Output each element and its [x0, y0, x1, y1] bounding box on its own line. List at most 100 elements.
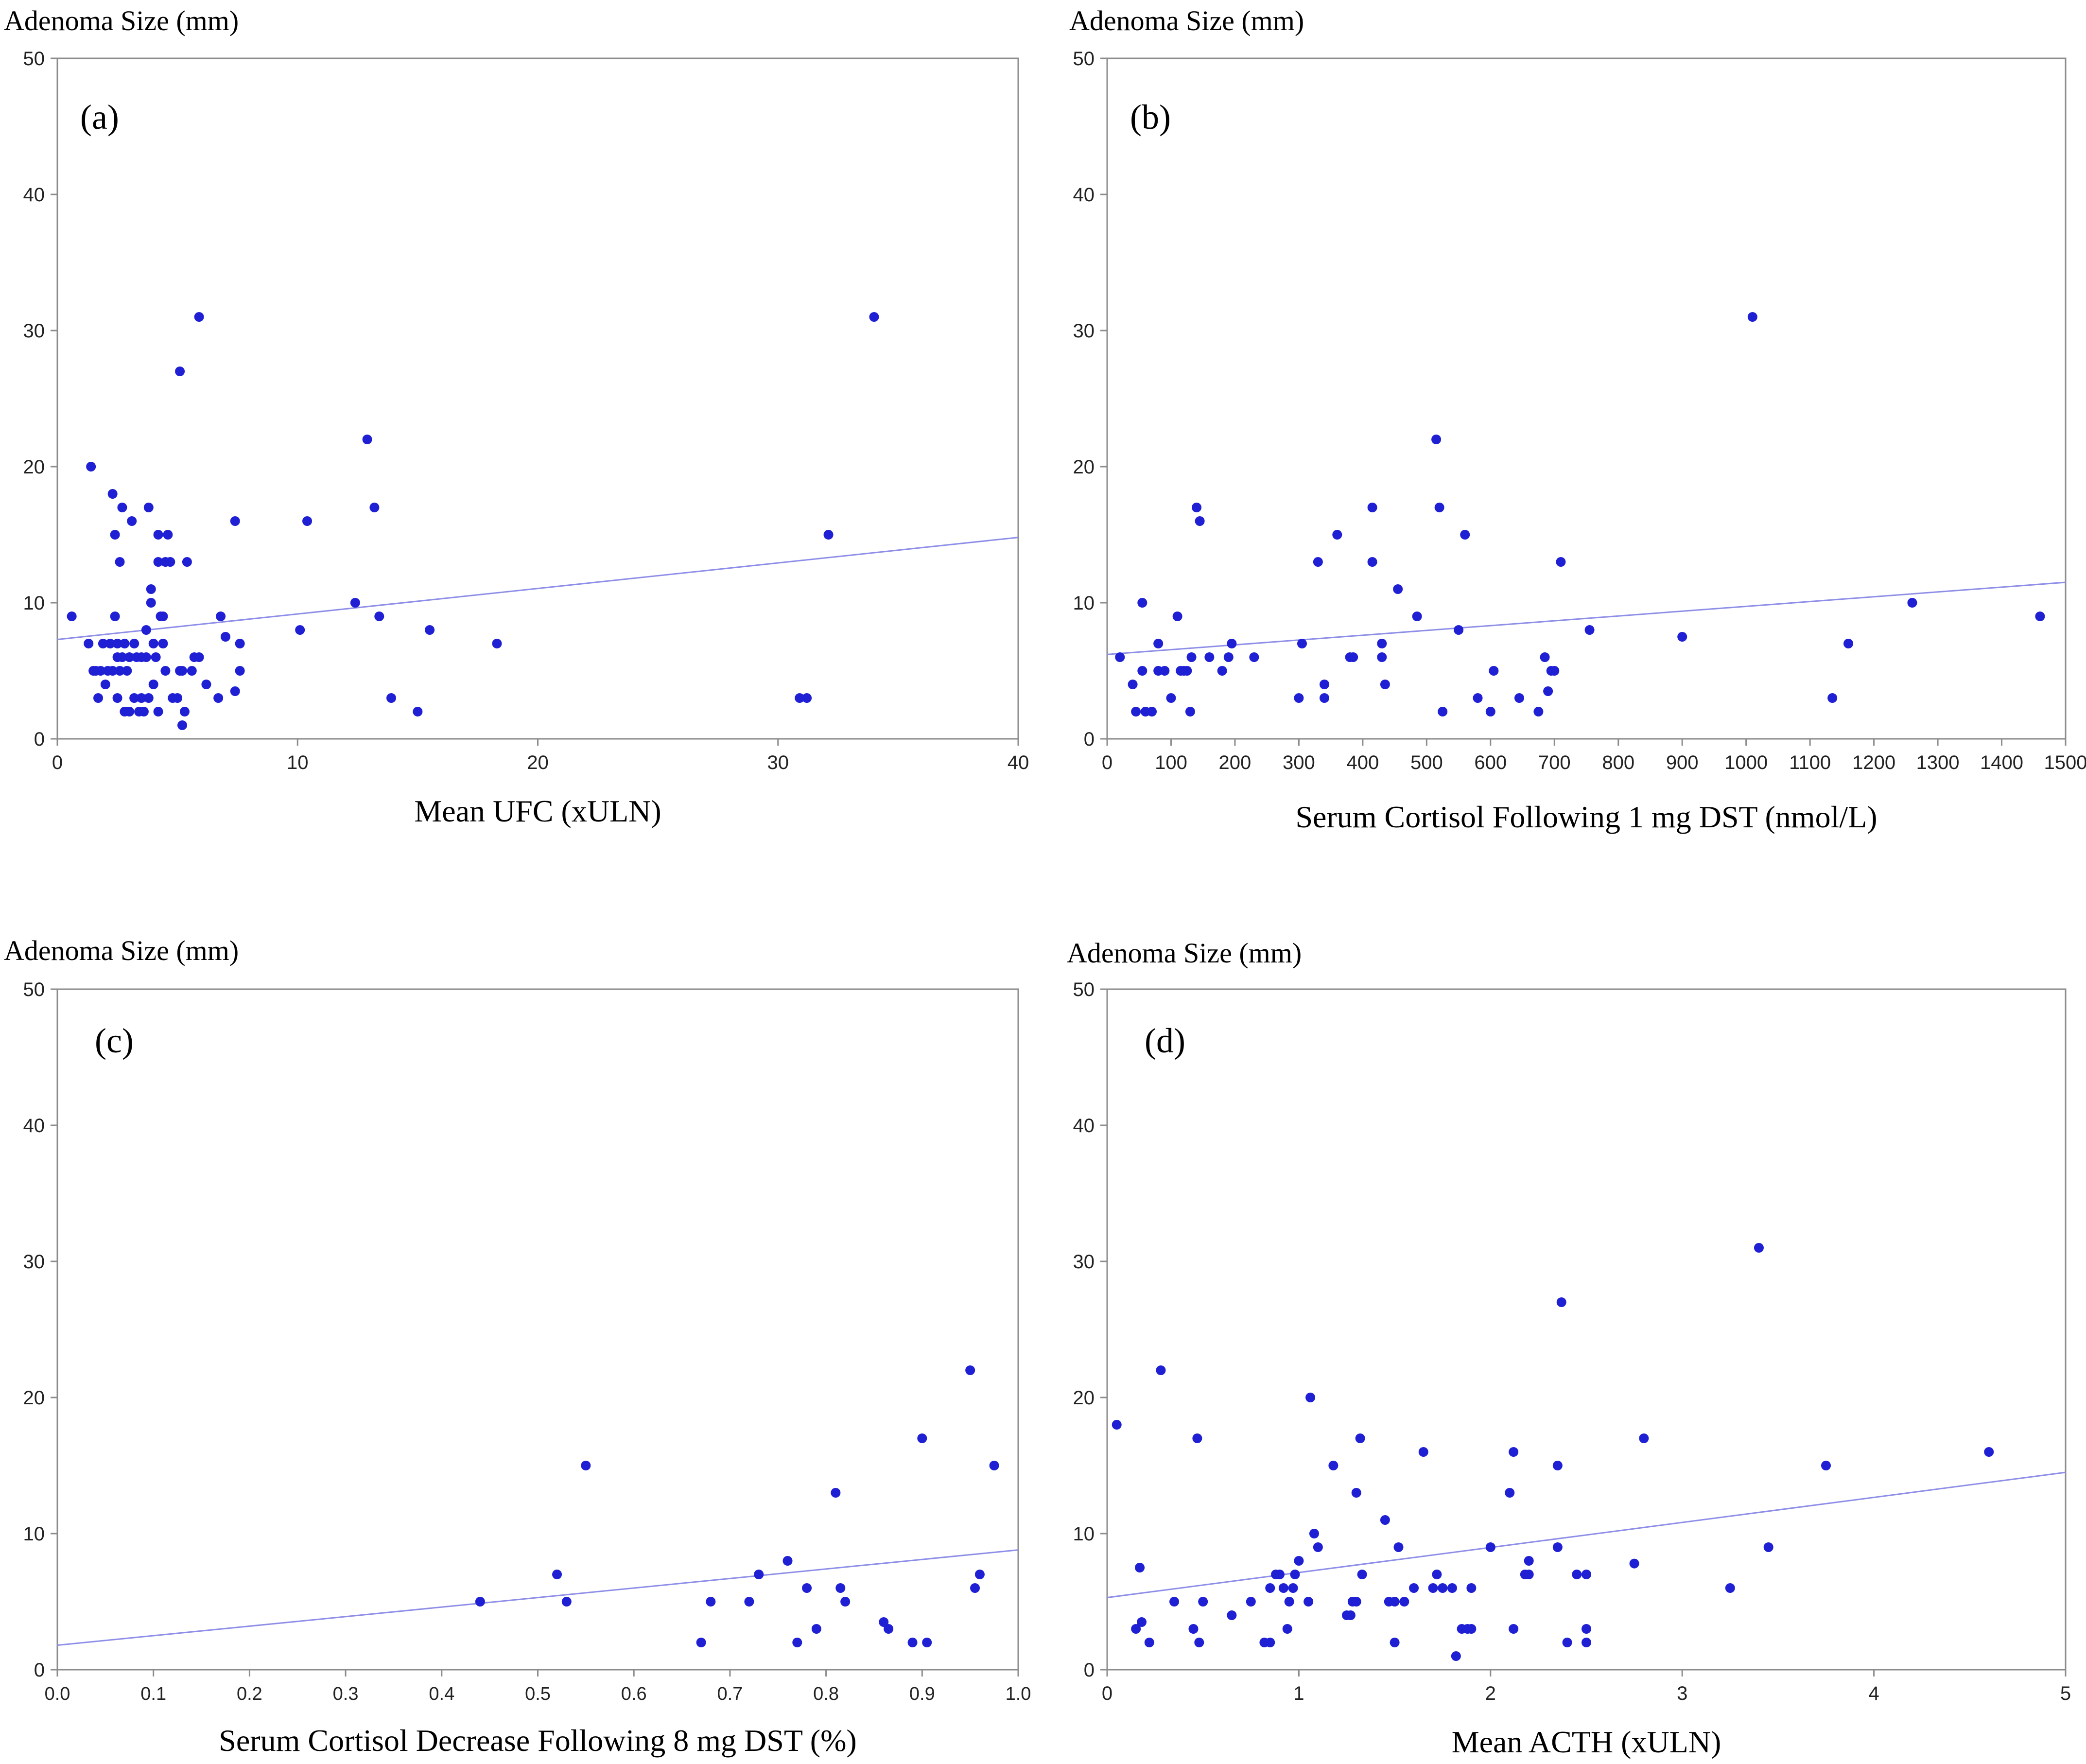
data-point — [158, 639, 168, 648]
data-point — [1432, 1570, 1442, 1579]
data-point — [129, 639, 139, 648]
data-point — [1543, 686, 1553, 696]
x-tick-label: 0.6 — [621, 1684, 647, 1704]
x-tick-label: 900 — [1666, 752, 1699, 773]
x-axis-label: Mean ACTH (xULN) — [1452, 1725, 1721, 1759]
y-tick-label: 40 — [23, 184, 45, 206]
y-tick-label: 50 — [23, 48, 45, 70]
data-point — [1552, 1461, 1563, 1470]
panel-label: (d) — [1145, 1021, 1185, 1060]
data-point — [823, 530, 834, 540]
data-point — [105, 639, 115, 648]
data-point — [1552, 1542, 1563, 1552]
data-point — [1409, 1583, 1419, 1593]
x-axis-label: Serum Cortisol Decrease Following 8 mg D… — [219, 1723, 856, 1758]
data-point — [107, 666, 118, 676]
data-point — [974, 1570, 985, 1579]
y-axis-label: Adenoma Size (mm) — [4, 5, 239, 36]
data-point — [907, 1638, 918, 1647]
data-point — [1288, 1583, 1298, 1593]
x-tick-label: 1300 — [1916, 752, 1960, 773]
data-point — [1434, 503, 1444, 512]
data-point — [107, 489, 118, 499]
data-point — [1136, 1617, 1147, 1627]
data-point — [884, 1624, 894, 1634]
x-tick-label: 0.7 — [717, 1684, 743, 1704]
data-point — [1274, 1570, 1285, 1579]
data-point — [362, 435, 372, 444]
data-point — [158, 611, 168, 621]
x-tick-label: 100 — [1155, 752, 1187, 773]
data-point — [1313, 1542, 1323, 1552]
data-point — [1438, 707, 1448, 716]
data-point — [93, 693, 104, 703]
data-point — [754, 1570, 764, 1579]
y-tick-label: 0 — [1084, 729, 1095, 750]
trend-line — [57, 1549, 1019, 1646]
x-tick-label: 1000 — [1724, 752, 1768, 773]
data-point — [1198, 1597, 1208, 1607]
x-tick-label: 40 — [1008, 752, 1029, 773]
data-point — [141, 625, 151, 635]
data-point — [1533, 707, 1544, 716]
data-point — [143, 503, 154, 512]
data-point — [1131, 1624, 1141, 1634]
x-tick-label: 30 — [767, 752, 789, 773]
x-tick-label: 0.5 — [525, 1684, 551, 1704]
data-point — [1562, 1638, 1572, 1647]
data-point — [1265, 1638, 1275, 1647]
data-point — [1540, 652, 1550, 662]
data-point — [792, 1638, 802, 1647]
data-point — [1223, 652, 1234, 662]
data-point — [1509, 1447, 1519, 1457]
data-point — [1584, 625, 1595, 635]
x-tick-label: 0 — [52, 752, 63, 773]
data-point — [1227, 1610, 1237, 1620]
data-point — [1843, 639, 1854, 648]
x-tick-label: 1200 — [1852, 752, 1895, 773]
data-point — [194, 312, 204, 322]
x-tick-label: 1 — [1293, 1683, 1304, 1704]
data-point — [1428, 1583, 1438, 1593]
data-point — [1505, 1488, 1515, 1498]
data-point — [235, 639, 245, 648]
y-tick-label: 20 — [23, 456, 45, 478]
data-point — [475, 1597, 485, 1607]
data-point — [1153, 639, 1164, 648]
y-tick-label: 0 — [34, 729, 45, 750]
data-point — [1332, 530, 1342, 540]
data-point — [1556, 557, 1566, 567]
y-tick-label: 30 — [1073, 320, 1095, 342]
data-point — [177, 666, 188, 676]
y-tick-label: 40 — [1073, 1115, 1095, 1136]
data-point — [1485, 1542, 1495, 1552]
x-tick-label: 400 — [1346, 752, 1379, 773]
data-point — [1144, 1638, 1154, 1647]
data-point — [1367, 503, 1377, 512]
y-tick-label: 10 — [1073, 593, 1095, 614]
data-point — [1112, 1420, 1122, 1430]
data-point — [1754, 1243, 1764, 1253]
data-point — [802, 693, 812, 703]
data-point — [182, 557, 192, 567]
data-point — [1763, 1542, 1773, 1552]
x-tick-label: 1500 — [2044, 752, 2086, 773]
data-point — [581, 1461, 591, 1470]
data-point — [1169, 1597, 1180, 1607]
data-point — [139, 707, 149, 716]
data-point — [879, 1617, 889, 1627]
data-point — [1451, 1651, 1461, 1661]
y-tick-label: 40 — [1073, 184, 1095, 206]
data-point — [230, 516, 240, 526]
data-point — [492, 639, 502, 648]
data-point — [1524, 1570, 1534, 1579]
data-point — [1137, 598, 1147, 608]
x-tick-label: 20 — [527, 752, 549, 773]
plot-frame — [1106, 57, 2067, 740]
y-axis-label: Adenoma Size (mm) — [4, 935, 239, 966]
data-point — [425, 625, 435, 635]
data-point — [1412, 611, 1422, 621]
x-tick-label: 0 — [1102, 752, 1113, 773]
data-point — [1131, 707, 1141, 716]
